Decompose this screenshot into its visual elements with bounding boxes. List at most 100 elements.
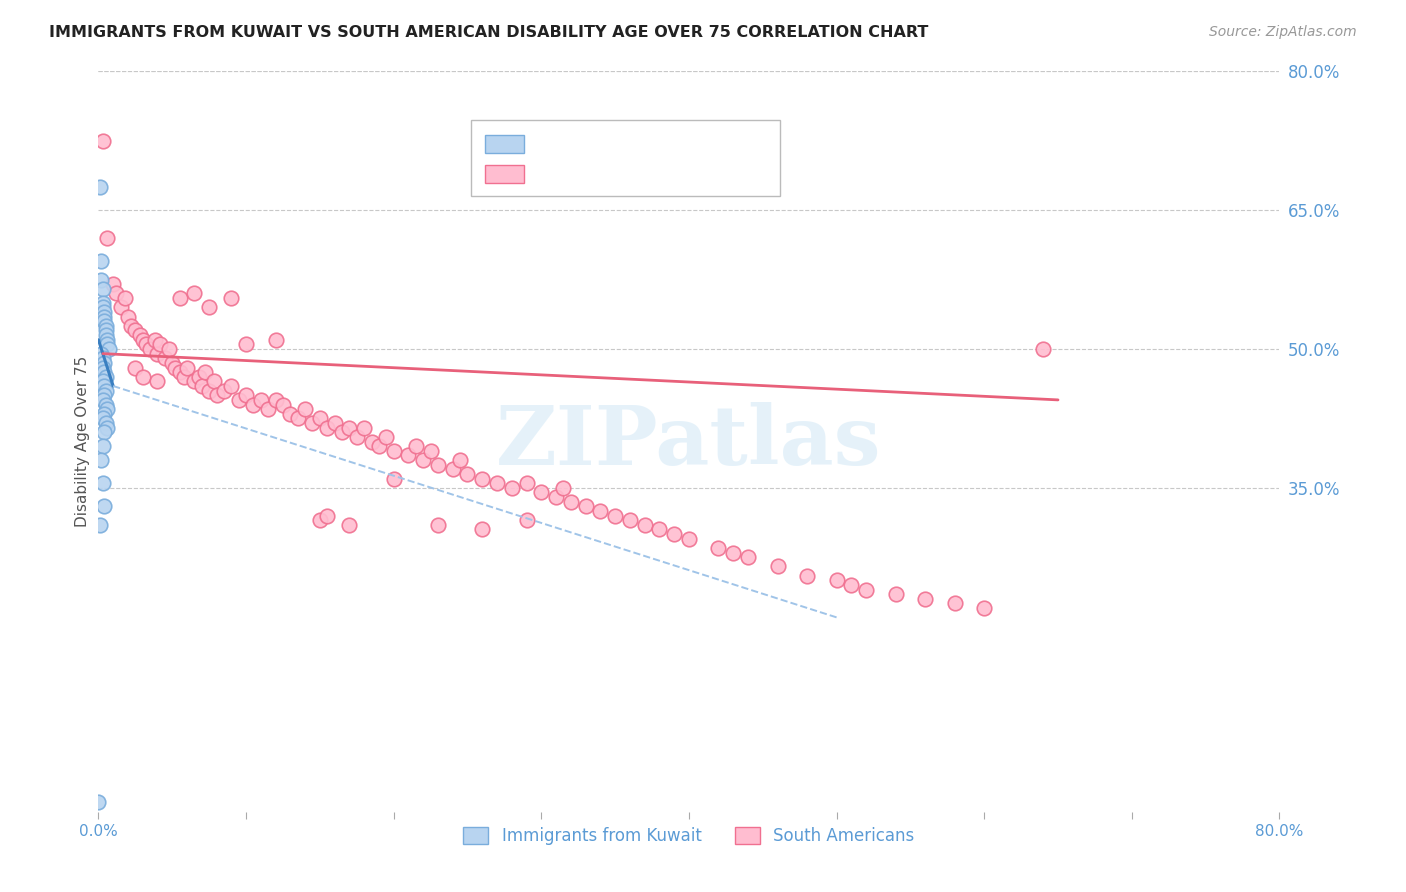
Point: [457, 467, 479, 481]
Point: [737, 550, 759, 565]
Point: [91, 134, 114, 148]
Point: [96, 337, 118, 351]
Point: [91, 351, 114, 366]
Point: [96, 333, 118, 347]
Point: [165, 360, 187, 375]
Point: [560, 494, 582, 508]
Point: [471, 472, 494, 486]
Point: [634, 517, 657, 532]
Point: [280, 407, 302, 421]
Text: N =: N =: [654, 138, 690, 156]
Point: [91, 301, 114, 315]
Point: [91, 282, 114, 296]
Point: [146, 375, 169, 389]
Point: [723, 545, 745, 560]
Point: [96, 231, 118, 245]
Point: [486, 476, 509, 491]
Point: [516, 476, 538, 491]
Point: [419, 443, 441, 458]
Point: [884, 587, 907, 601]
Point: [264, 333, 287, 347]
Point: [146, 346, 169, 360]
Text: N =: N =: [654, 169, 690, 186]
Point: [103, 277, 125, 292]
Point: [323, 416, 346, 430]
Point: [90, 453, 112, 467]
Point: [339, 517, 361, 532]
Point: [471, 523, 494, 537]
Text: Source: ZipAtlas.com: Source: ZipAtlas.com: [1209, 25, 1357, 39]
Point: [250, 392, 273, 407]
Point: [316, 508, 339, 523]
Point: [93, 365, 115, 379]
Point: [575, 500, 598, 514]
Point: [664, 527, 686, 541]
Point: [169, 365, 191, 379]
Point: [648, 523, 671, 537]
Point: [530, 485, 553, 500]
Point: [87, 796, 110, 810]
Point: [346, 430, 368, 444]
Point: [132, 369, 155, 384]
Point: [501, 481, 523, 495]
Point: [187, 369, 209, 384]
Point: [766, 559, 789, 574]
Point: [169, 291, 191, 305]
Point: [97, 342, 120, 356]
Point: [91, 295, 114, 310]
Y-axis label: Disability Age Over 75: Disability Age Over 75: [75, 356, 90, 527]
Point: [235, 337, 257, 351]
Text: R =: R =: [536, 169, 572, 186]
Point: [553, 481, 575, 495]
Point: [202, 375, 225, 389]
Point: [707, 541, 730, 555]
Point: [589, 504, 612, 518]
Text: 107: 107: [700, 169, 735, 186]
Point: [198, 384, 221, 398]
Point: [93, 425, 115, 440]
Point: [191, 379, 214, 393]
Point: [449, 453, 471, 467]
Point: [309, 411, 332, 425]
Point: [93, 356, 115, 370]
Point: [382, 443, 405, 458]
Point: [90, 272, 112, 286]
Point: [375, 430, 398, 444]
Point: [516, 513, 538, 527]
Point: [221, 379, 243, 393]
Point: [546, 490, 568, 504]
Point: [93, 379, 115, 393]
Point: [90, 346, 112, 360]
Point: [94, 384, 117, 398]
Point: [221, 291, 243, 305]
Point: [264, 392, 287, 407]
Point: [605, 508, 627, 523]
Point: [94, 318, 117, 333]
Point: [194, 365, 217, 379]
Point: [1032, 342, 1054, 356]
Point: [353, 420, 375, 434]
Point: [162, 356, 183, 370]
Point: [94, 369, 117, 384]
Point: [176, 360, 198, 375]
Point: [90, 254, 112, 268]
Point: [173, 369, 195, 384]
Point: [91, 439, 114, 453]
Point: [316, 420, 339, 434]
Point: [128, 328, 150, 343]
Point: [143, 333, 166, 347]
Point: [257, 402, 280, 417]
Point: [943, 597, 966, 611]
Text: ZIPatlas: ZIPatlas: [496, 401, 882, 482]
Point: [360, 434, 382, 449]
Point: [914, 591, 936, 606]
Point: [382, 472, 405, 486]
Point: [94, 324, 117, 338]
Point: [96, 420, 118, 434]
Point: [427, 517, 450, 532]
Point: [94, 398, 117, 412]
Text: R =: R =: [536, 138, 572, 156]
Point: [198, 301, 221, 315]
Point: [228, 392, 250, 407]
Point: [135, 337, 157, 351]
